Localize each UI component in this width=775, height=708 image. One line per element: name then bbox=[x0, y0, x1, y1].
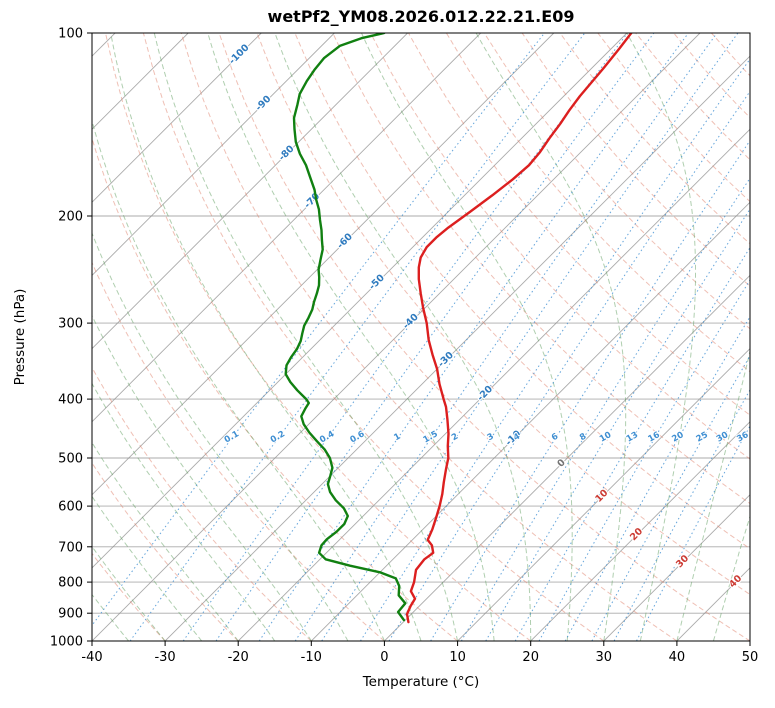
svg-text:0.1: 0.1 bbox=[223, 429, 241, 445]
svg-text:0.6: 0.6 bbox=[348, 429, 366, 445]
svg-text:36: 36 bbox=[735, 430, 750, 445]
svg-text:2: 2 bbox=[450, 432, 460, 444]
svg-text:1: 1 bbox=[392, 432, 402, 444]
svg-text:400: 400 bbox=[58, 393, 83, 408]
chart-title: wetPf2_YM08.2026.012.22.21.E09 bbox=[267, 7, 575, 26]
svg-text:-20: -20 bbox=[228, 650, 249, 665]
svg-text:700: 700 bbox=[58, 540, 83, 555]
svg-text:16: 16 bbox=[647, 430, 662, 445]
axis-frame bbox=[91, 32, 751, 642]
svg-text:200: 200 bbox=[58, 210, 83, 225]
isotherms bbox=[92, 33, 750, 641]
svg-text:25: 25 bbox=[695, 430, 710, 445]
svg-text:10: 10 bbox=[449, 650, 466, 665]
svg-text:0.4: 0.4 bbox=[318, 429, 336, 445]
dry-adiabats bbox=[92, 33, 750, 641]
svg-text:30: 30 bbox=[596, 650, 613, 665]
x-axis-ticks: -40 -30 -20 -10 0 10 20 30 40 50 bbox=[81, 641, 758, 665]
svg-text:100: 100 bbox=[58, 27, 83, 42]
moist-adiabats bbox=[92, 33, 750, 641]
x-axis-label: Temperature (°C) bbox=[362, 674, 480, 690]
svg-text:800: 800 bbox=[58, 576, 83, 591]
svg-text:6: 6 bbox=[550, 432, 560, 444]
svg-text:500: 500 bbox=[58, 452, 83, 467]
svg-text:300: 300 bbox=[58, 317, 83, 332]
svg-text:13: 13 bbox=[625, 430, 640, 445]
svg-text:1000: 1000 bbox=[50, 635, 83, 650]
mixing-ratio-lines bbox=[92, 33, 750, 641]
svg-text:8: 8 bbox=[578, 432, 588, 444]
y-axis-ticks: 100 200 300 400 500 600 700 800 900 1000 bbox=[50, 27, 92, 650]
pressure-gridlines bbox=[92, 33, 750, 641]
dewpoint-curve bbox=[284, 33, 407, 622]
svg-text:3: 3 bbox=[486, 432, 496, 444]
svg-text:1.5: 1.5 bbox=[422, 429, 440, 445]
svg-text:900: 900 bbox=[58, 607, 83, 622]
svg-text:40: 40 bbox=[669, 650, 686, 665]
svg-text:20: 20 bbox=[522, 650, 539, 665]
svg-text:0.2: 0.2 bbox=[269, 429, 287, 445]
svg-text:-10: -10 bbox=[301, 650, 322, 665]
y-axis-label: Pressure (hPa) bbox=[12, 288, 28, 386]
mixing-ratio-labels: 0.1 0.2 0.4 0.6 1 1.5 2 3 4 6 8 10 13 16 20 25 30 36 bbox=[222, 428, 750, 446]
svg-text:10: 10 bbox=[598, 430, 613, 445]
svg-text:20: 20 bbox=[670, 430, 685, 445]
svg-text:-40: -40 bbox=[81, 650, 102, 665]
svg-text:50: 50 bbox=[742, 650, 759, 665]
temperature-curve bbox=[405, 33, 633, 624]
svg-text:0: 0 bbox=[380, 650, 388, 665]
svg-text:600: 600 bbox=[58, 500, 83, 515]
svg-text:-30: -30 bbox=[154, 650, 175, 665]
